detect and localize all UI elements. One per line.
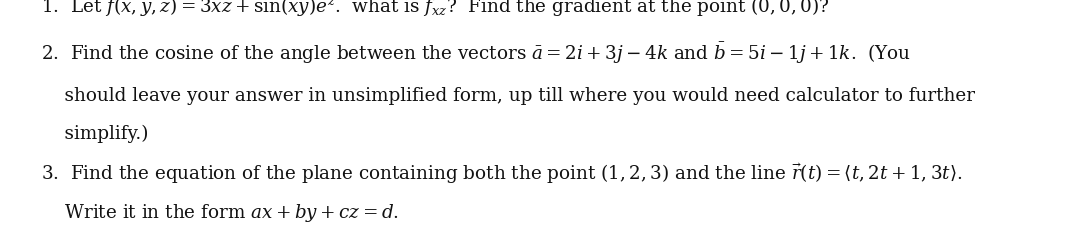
Text: Write it in the form $ax + by + cz = d$.: Write it in the form $ax + by + cz = d$. (41, 202, 399, 224)
Text: 1.  Let $f(x, y, z) = 3xz + \sin(xy)e^z$.  what is $f_{xz}$?  Find the gradient : 1. Let $f(x, y, z) = 3xz + \sin(xy)e^z$.… (41, 0, 829, 18)
Text: 2.  Find the cosine of the angle between the vectors $\bar{a} = 2i + 3j - 4k$ an: 2. Find the cosine of the angle between … (41, 41, 912, 66)
Text: 3.  Find the equation of the plane containing both the point $(1, 2, 3)$ and the: 3. Find the equation of the plane contai… (41, 162, 962, 186)
Text: simplify.): simplify.) (41, 125, 149, 143)
Text: should leave your answer in unsimplified form, up till where you would need calc: should leave your answer in unsimplified… (41, 87, 975, 105)
